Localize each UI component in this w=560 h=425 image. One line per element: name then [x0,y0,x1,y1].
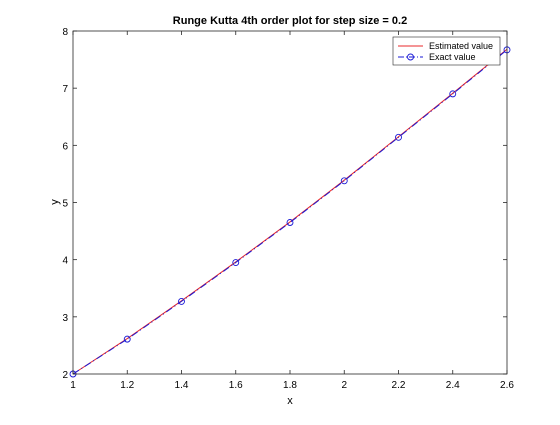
x-tick-label: 2.6 [500,380,514,391]
y-tick-label: 8 [62,27,68,38]
x-tick-label: 1 [70,380,76,391]
y-tick-label: 3 [62,313,68,324]
series-line-exact [72,49,508,375]
ticks-layer: 1 1.2 1.4 1.6 1.8 2 2.2 2.4 2.6 2 3 4 5 6 7 8 [62,27,514,391]
x-tick-label: 1.6 [229,380,243,391]
y-tick-label: 4 [62,256,68,267]
legend-label-estimated: Estimated value [429,41,493,51]
y-tick-label: 7 [62,84,68,95]
y-tick-label: 2 [62,370,68,381]
data-point-exact [340,177,348,185]
legend-label-exact: Exact value [429,52,476,62]
x-tick-label: 1.2 [120,380,134,391]
x-tick-label: 1.8 [283,380,297,391]
x-axis-label: x [287,395,293,407]
x-tick-label: 2.2 [392,380,406,391]
data-point-exact [232,259,240,266]
x-tick-label: 2 [341,380,347,391]
y-tick-label: 5 [62,199,68,210]
chart-title: Runge Kutta 4th order plot for step size… [173,15,407,27]
data-point-exact [449,90,457,98]
x-tick-label: 2.4 [446,380,460,391]
data-point-exact [395,133,402,141]
x-tick-label: 1.4 [175,380,189,391]
data-point-exact [123,335,131,343]
legend-marker-exact [407,53,414,61]
plot-area [73,31,507,374]
y-tick-label: 6 [62,141,68,152]
data-point-exact [178,297,185,305]
y-axis-label: y [49,199,61,205]
data-point-exact [286,219,294,226]
legend: Estimated value Exact value [392,36,501,66]
